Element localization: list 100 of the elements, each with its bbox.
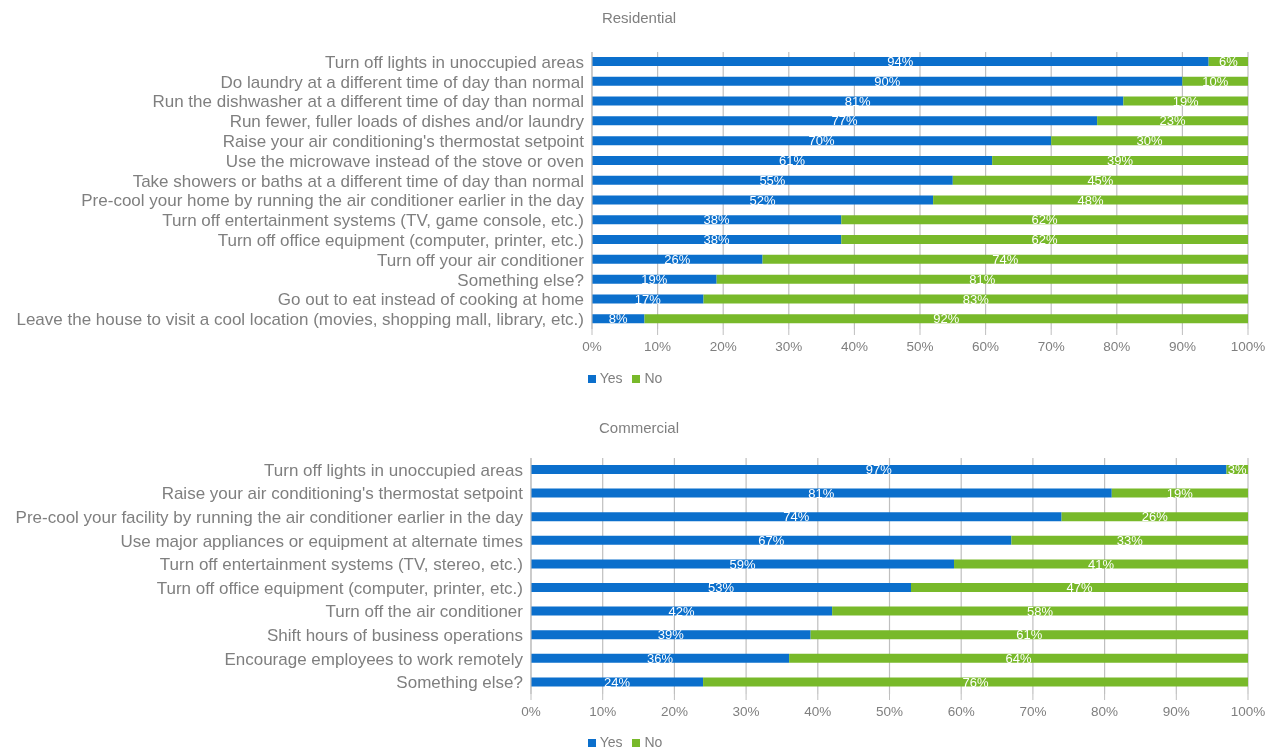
bar <box>1061 512 1248 522</box>
bar <box>832 606 1248 616</box>
bar <box>531 677 704 687</box>
y-tick-label: Turn off your air conditioner <box>377 250 585 270</box>
x-tick-label: 10% <box>644 338 672 354</box>
data-label: 23% <box>1159 113 1186 129</box>
y-tick-label: Turn off entertainment systems (TV, game console, etc.) <box>162 211 584 231</box>
bar <box>841 235 1248 245</box>
data-label: 3% <box>1227 462 1248 478</box>
data-label: 61% <box>1016 627 1043 643</box>
bar <box>789 653 1248 663</box>
x-tick-label: 30% <box>775 338 803 354</box>
bar <box>592 215 842 225</box>
x-tick-label: 60% <box>972 338 1000 354</box>
data-label: 52% <box>749 192 776 208</box>
bar <box>592 175 953 185</box>
bar <box>644 314 1248 324</box>
x-tick-label: 0% <box>582 338 602 354</box>
bar <box>841 215 1248 225</box>
data-label: 30% <box>1136 133 1164 149</box>
bar <box>1051 136 1248 146</box>
bar <box>592 155 993 165</box>
y-tick-label: Turn off entertainment systems (TV, stereo, etc.) <box>159 555 523 575</box>
x-tick-label: 50% <box>906 338 934 354</box>
data-label: 42% <box>668 603 696 619</box>
data-label: 38% <box>703 212 731 228</box>
chart-title: Commercial <box>598 418 680 438</box>
y-tick-label: Shift hours of business operations <box>266 626 523 646</box>
x-tick-label: 40% <box>804 703 832 719</box>
bar <box>592 254 763 264</box>
data-label: 39% <box>1107 153 1134 169</box>
x-tick-label: 70% <box>1037 338 1065 354</box>
x-tick-label: 90% <box>1162 703 1190 719</box>
chart-title: Residential <box>600 8 678 28</box>
bar <box>954 559 1248 569</box>
bar <box>762 254 1248 264</box>
y-tick-label: Raise your air conditioning's thermostat setpoint <box>222 132 585 152</box>
y-tick-label: Use major appliances or equipment at alternate times <box>120 531 523 551</box>
x-tick-label: 10% <box>589 703 617 719</box>
bar <box>531 465 1227 474</box>
data-label: 62% <box>1031 212 1059 228</box>
data-label: 81% <box>808 485 835 501</box>
x-tick-label: 80% <box>1091 703 1119 719</box>
bar <box>716 274 1248 284</box>
bar <box>911 583 1248 592</box>
data-label: 81% <box>969 271 996 287</box>
x-tick-label: 80% <box>1103 338 1131 354</box>
data-label: 47% <box>1066 580 1093 596</box>
data-label: 45% <box>1087 172 1114 188</box>
y-tick-label: Something else? <box>396 673 523 693</box>
y-tick-label: Pre-cool your home by running the air conditioner earlier in the day <box>81 191 585 211</box>
x-tick-label: 70% <box>1019 703 1047 719</box>
bar <box>592 136 1052 146</box>
data-label: 19% <box>1166 485 1194 501</box>
data-label: 38% <box>703 232 731 248</box>
bar <box>1011 535 1248 545</box>
data-label: 53% <box>707 580 735 596</box>
y-tick-label: Leave the house to visit a cool location (movies, shopping mall, library, etc.) <box>16 310 584 330</box>
data-label: 6% <box>1218 54 1239 70</box>
data-label: 64% <box>1005 650 1032 666</box>
bar <box>531 535 1012 545</box>
bar <box>810 630 1248 640</box>
y-tick-label: Turn off office equipment (computer, printer, etc.) <box>217 231 584 250</box>
y-tick-label: Go out to eat instead of cooking at home <box>277 290 584 310</box>
data-label: 94% <box>887 54 914 70</box>
data-label: 41% <box>1088 556 1115 572</box>
legend-label: No <box>644 370 663 386</box>
bar <box>531 606 833 616</box>
y-tick-label: Run the dishwasher at a different time of day than normal <box>152 92 584 112</box>
bar <box>531 512 1062 522</box>
bar <box>952 175 1248 185</box>
x-tick-label: 60% <box>947 703 975 719</box>
x-tick-label: 50% <box>875 703 904 719</box>
x-tick-label: 100% <box>1230 338 1266 354</box>
y-tick-label: Take showers or baths at a different time of day than normal <box>132 171 584 191</box>
data-label: 59% <box>729 556 756 572</box>
y-tick-label: Raise your air conditioning's thermostat setpoint <box>161 484 524 504</box>
data-label: 39% <box>657 627 685 643</box>
y-tick-label: Turn off office equipment (computer, printer, etc.) <box>156 578 523 598</box>
y-tick-label: Pre-cool your facility by running the air conditioner earlier in the day <box>15 508 524 528</box>
x-tick-label: 90% <box>1168 338 1196 354</box>
data-label: 17% <box>634 291 662 307</box>
legend-label: Yes <box>599 734 623 750</box>
x-tick-label: 20% <box>660 703 688 719</box>
data-label: 19% <box>1172 93 1200 109</box>
x-tick-label: 20% <box>709 338 737 354</box>
data-label: 10% <box>1202 73 1229 89</box>
data-label: 24% <box>604 674 631 690</box>
bar <box>592 195 934 205</box>
bar <box>592 235 842 245</box>
data-label: 92% <box>933 311 960 327</box>
y-tick-label: Turn off lights in unoccupied areas <box>264 460 523 480</box>
y-tick-label: Turn off the air conditioner <box>325 602 524 622</box>
data-label: 48% <box>1077 192 1104 208</box>
data-label: 76% <box>962 674 989 690</box>
data-label: 74% <box>992 251 1019 267</box>
data-label: 83% <box>962 291 990 307</box>
y-tick-label: Use the microwave instead of the stove or oven <box>225 151 584 171</box>
data-label: 26% <box>664 251 691 267</box>
data-label: 77% <box>831 113 858 129</box>
